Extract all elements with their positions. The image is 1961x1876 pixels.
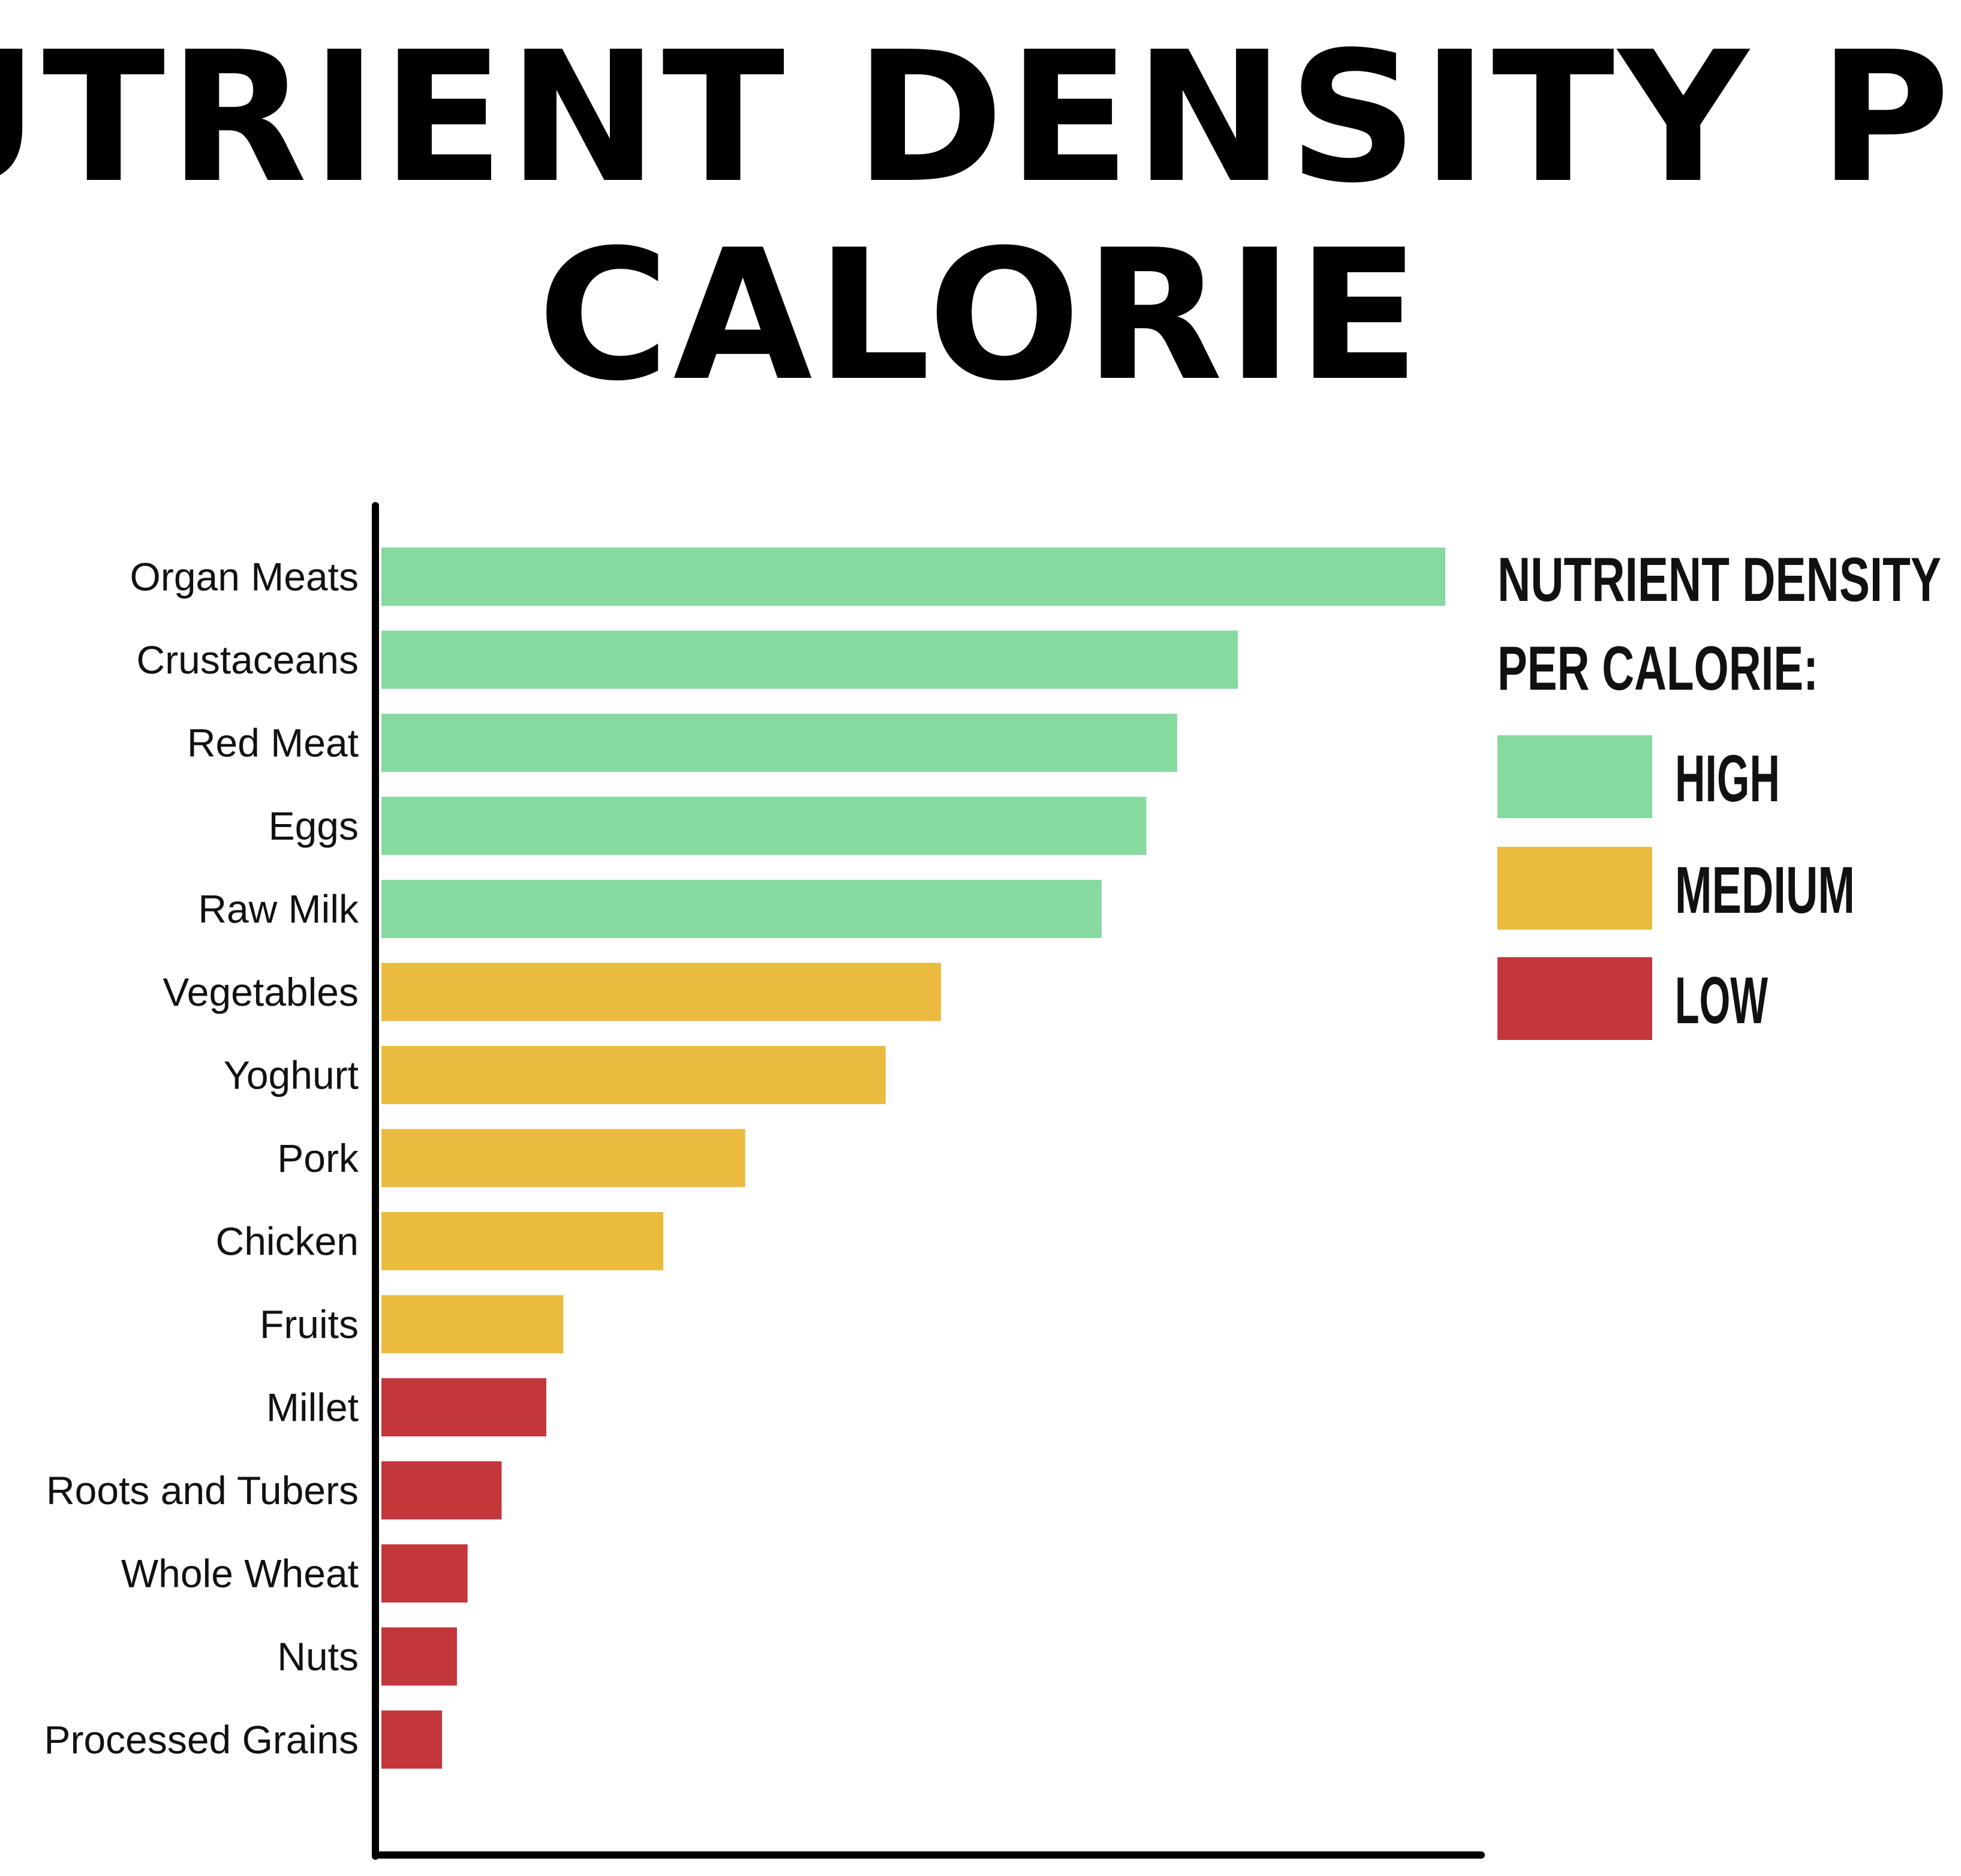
bar-whole-wheat (381, 1544, 468, 1603)
category-label-yoghurt: Yoghurt (224, 1053, 359, 1098)
category-label-red-meat: Red Meat (187, 721, 359, 765)
legend-label-medium: MEDIUM (1675, 853, 1855, 927)
chart-title-line-1: NUTRIENT DENSITY PER (0, 13, 1961, 223)
chart-title-line-2: CALORIE (537, 211, 1423, 420)
legend-label-high: HIGH (1675, 742, 1780, 816)
category-label-millet: Millet (266, 1385, 359, 1430)
legend-title-line-1: NUTRIENT DENSITY (1497, 545, 1941, 615)
legend-title-line-2: PER CALORIE: (1497, 634, 1818, 704)
bar-red-meat (381, 714, 1177, 772)
bar-millet (381, 1378, 546, 1436)
bar-crustaceans (381, 630, 1238, 689)
category-label-vegetables: Vegetables (163, 970, 359, 1014)
category-label-eggs: Eggs (269, 804, 359, 848)
bar-nuts (381, 1627, 457, 1686)
legend: NUTRIENT DENSITY PER CALORIE: HIGH MEDIUM… (1497, 545, 1941, 1040)
legend-swatch-medium (1497, 847, 1652, 930)
bar-fruits (381, 1295, 564, 1354)
legend-swatch-low (1497, 957, 1652, 1040)
bar-organ-meats (381, 548, 1445, 606)
bar-eggs (381, 796, 1147, 855)
category-label-raw-milk: Raw Milk (198, 887, 359, 931)
category-label-whole-wheat: Whole Wheat (121, 1552, 359, 1596)
bar-processed-grains (381, 1710, 443, 1769)
bar-pork (381, 1129, 745, 1187)
bar-vegetables (381, 963, 942, 1021)
bar-roots-and-tubers (381, 1461, 502, 1520)
legend-label-low: LOW (1675, 964, 1768, 1038)
bar-raw-milk (381, 880, 1102, 938)
category-label-roots-and-tubers: Roots and Tubers (46, 1468, 359, 1513)
category-label-organ-meats: Organ Meats (130, 555, 359, 599)
category-label-crustaceans: Crustaceans (136, 638, 359, 682)
category-label-chicken: Chicken (216, 1219, 359, 1264)
bar-group (381, 548, 1445, 1769)
category-label-processed-grains: Processed Grains (44, 1718, 359, 1762)
category-label-nuts: Nuts (277, 1634, 359, 1679)
bar-chicken (381, 1212, 664, 1270)
legend-swatch-high (1497, 735, 1652, 818)
category-label-group: Organ Meats Crustaceans Red Meat Eggs Raw Mi… (44, 555, 359, 1762)
category-label-pork: Pork (277, 1136, 359, 1180)
bar-yoghurt (381, 1046, 886, 1104)
category-label-fruits: Fruits (260, 1302, 359, 1346)
